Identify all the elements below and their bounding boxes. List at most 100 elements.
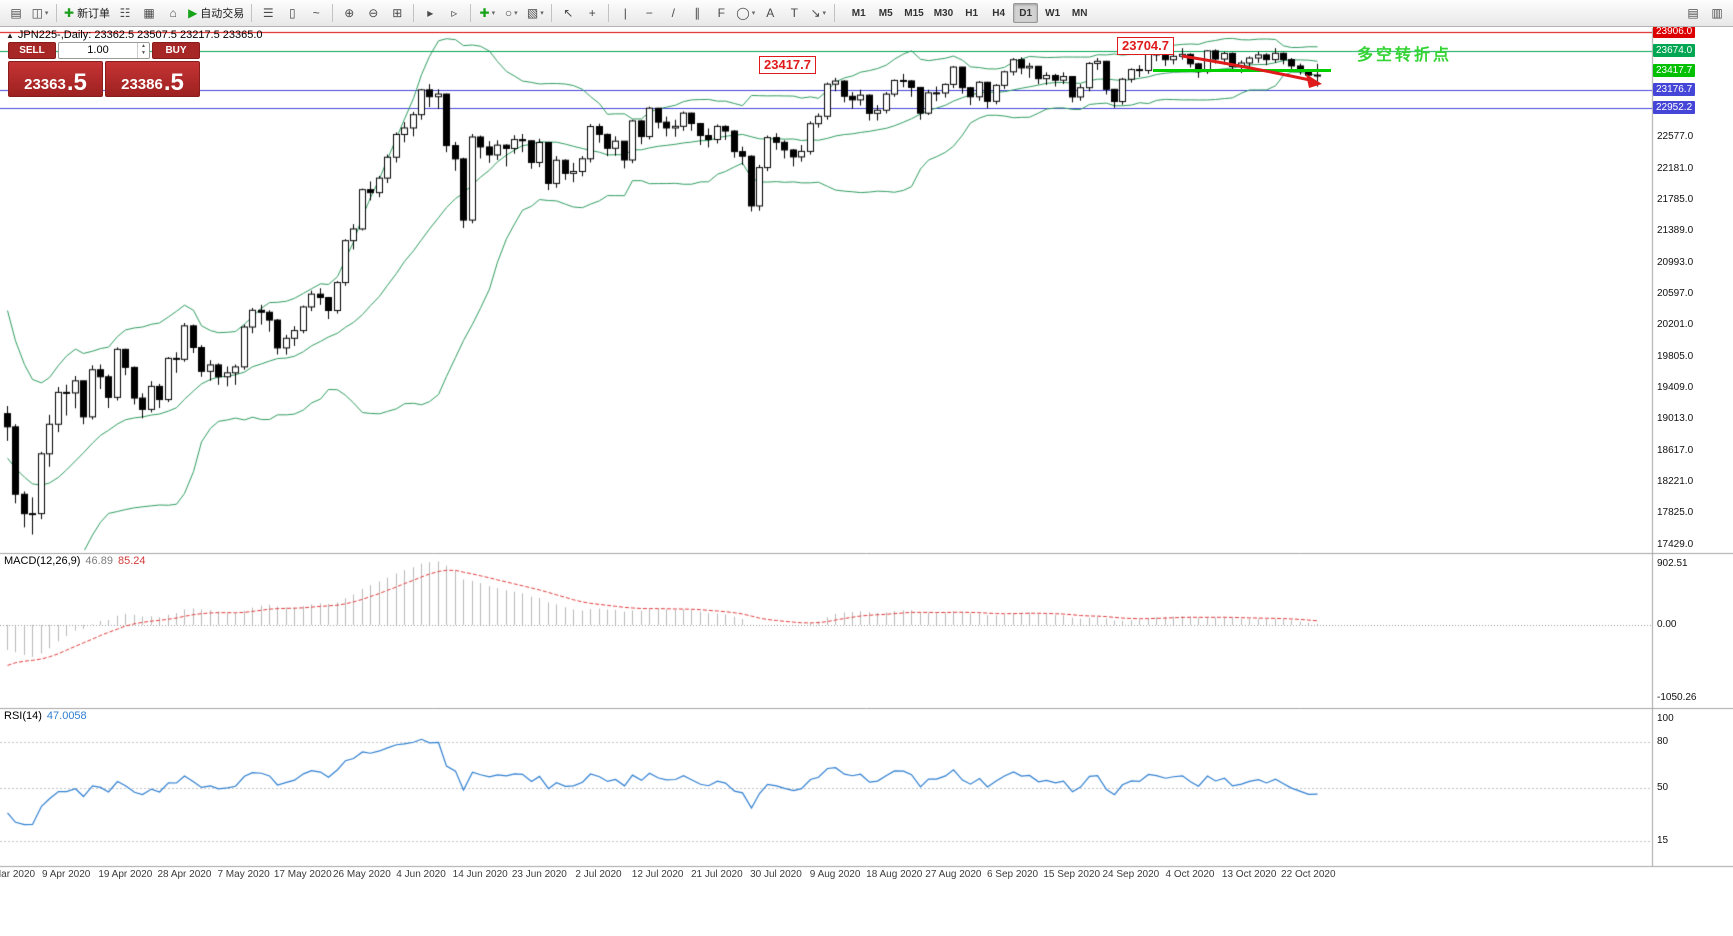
toolbar: ▤ ◫ ▾ ✚ 新订单 ☷ ▦ ⌂ ▶ 自动交易 ☰ ▯ ~ ⊕ ⊖ ⊞ ▸ ▹ ✚ ▾ ○ ▾ ▧ ▾ ↖ + | − / ∥ F ◯ ▾ A T…: [0, 0, 1733, 27]
trendline-button[interactable]: /: [662, 2, 684, 24]
autotrading-button[interactable]: ▶ 自动交易: [186, 2, 246, 24]
timeframe-d1-button[interactable]: D1: [1013, 3, 1039, 23]
toolbar-separator: [413, 4, 415, 22]
lot-stepper[interactable]: 1.00 ▲ ▼: [58, 42, 150, 59]
sell-price-button[interactable]: 23363.5: [8, 61, 103, 97]
periods-dropdown-icon[interactable]: ▾: [514, 10, 518, 17]
macd-legend: MACD(12,26,9) 46.89 85.24: [4, 555, 145, 567]
zoom-in-button[interactable]: ⊕: [338, 2, 360, 24]
print-preview-icon: ▥: [1711, 6, 1723, 20]
chart-shift-button[interactable]: ▹: [443, 2, 465, 24]
macd-value-signal: 85.24: [117, 555, 146, 567]
timeframe-h4-button[interactable]: H4: [986, 3, 1011, 23]
tile-windows-button[interactable]: ⊞: [386, 2, 408, 24]
equidistant-channel-icon: ∥: [694, 6, 701, 20]
timeframe-mn-button[interactable]: MN: [1067, 3, 1092, 23]
navigator-icon: ⌂: [169, 6, 177, 20]
bar-chart-mode-button[interactable]: ☰: [257, 2, 279, 24]
rsi-legend: RSI(14) 47.0058: [4, 710, 87, 722]
candlestick-mode-button[interactable]: ▯: [281, 2, 303, 24]
chart-profiles-dropdown-icon[interactable]: ▾: [44, 10, 49, 17]
lot-increase-icon[interactable]: ▲: [141, 43, 146, 49]
arrow-objects-dropdown-icon[interactable]: ▾: [822, 10, 827, 17]
indicators-dropdown-icon[interactable]: ▾: [491, 10, 496, 17]
timeframe-m15-button[interactable]: M15: [900, 3, 927, 23]
one-click-collapse-icon[interactable]: ▲: [6, 30, 14, 40]
autotrading-icon: ▶: [188, 6, 198, 20]
equidistant-channel-button[interactable]: ∥: [686, 2, 708, 24]
line-chart-mode-icon: ~: [312, 6, 320, 20]
arrow-objects-button[interactable]: ↘ ▾: [807, 2, 829, 24]
text-annotation-icon: T: [790, 6, 798, 20]
toolbar-separator: [332, 4, 334, 22]
zoom-out-button[interactable]: ⊖: [362, 2, 384, 24]
toolbar-separator: [470, 4, 472, 22]
arrow-objects-icon: ↘: [810, 6, 821, 20]
new-chart-button[interactable]: ▤: [5, 2, 27, 24]
sell-button[interactable]: SELL: [8, 42, 56, 59]
sell-price: 23363: [24, 75, 66, 93]
auto-scroll-button[interactable]: ▸: [419, 2, 441, 24]
timeframe-w1-button[interactable]: W1: [1040, 3, 1065, 23]
timeframe-m1-button[interactable]: M1: [846, 3, 871, 23]
timeframe-m30-button[interactable]: M30: [930, 3, 957, 23]
toolbar-separator: [56, 4, 57, 22]
vertical-line-icon: |: [623, 6, 627, 20]
navigator-button[interactable]: ⌂: [162, 2, 184, 24]
sell-price-frac: .5: [66, 68, 87, 96]
indicators-icon: ✚: [479, 6, 490, 20]
fibonacci-retracement-button[interactable]: F: [710, 2, 732, 24]
alerts-button[interactable]: ☷: [114, 2, 136, 24]
chart-profiles-button[interactable]: ◫ ▾: [29, 2, 51, 24]
rsi-value: 47.0058: [46, 710, 87, 722]
timeframe-group: M1 M5 M15 M30 H1 H4 D1 W1 MN: [845, 3, 1093, 23]
candlestick-mode-icon: ▯: [288, 6, 296, 20]
print-preview-button[interactable]: ▥: [1706, 2, 1728, 24]
cursor-button[interactable]: ↖: [557, 2, 579, 24]
fibonacci-retracement-icon: F: [717, 6, 725, 20]
lot-value[interactable]: 1.00: [87, 44, 109, 56]
zoom-in-icon: ⊕: [344, 6, 355, 20]
text-label-icon: A: [766, 6, 775, 20]
toolbar-separator: [834, 4, 836, 22]
templates-icon: ▧: [526, 6, 539, 20]
horizontal-line-icon: −: [645, 6, 653, 20]
vertical-line-button[interactable]: |: [614, 2, 636, 24]
toolbar-separator: [251, 4, 253, 22]
horizontal-line-button[interactable]: −: [638, 2, 660, 24]
shapes-button[interactable]: ◯ ▾: [734, 2, 757, 24]
macd-label: MACD(12,26,9): [4, 555, 81, 567]
bearish-trend-arrow[interactable]: [1170, 46, 1335, 98]
toolbar-right-icons: ▤ ▥: [1681, 2, 1729, 24]
timeframe-h1-button[interactable]: H1: [959, 3, 984, 23]
indicators-button[interactable]: ✚ ▾: [476, 2, 498, 24]
text-label-button[interactable]: A: [759, 2, 781, 24]
periods-button[interactable]: ○ ▾: [500, 2, 522, 24]
support-line-segment[interactable]: [1153, 69, 1331, 73]
line-chart-mode-button[interactable]: ~: [305, 2, 327, 24]
buy-price-button[interactable]: 23386.5: [105, 61, 200, 97]
turning-point-text[interactable]: 多空转折点: [1357, 47, 1453, 64]
buy-price: 23386: [121, 75, 163, 93]
text-annotation-button[interactable]: T: [783, 2, 805, 24]
crosshair-icon: +: [588, 6, 596, 20]
lot-spinner: ▲ ▼: [137, 43, 149, 58]
price-level-annotation-23704[interactable]: 23704.7: [1117, 37, 1174, 55]
templates-dropdown-icon[interactable]: ▾: [540, 10, 544, 17]
crosshair-button[interactable]: +: [581, 2, 603, 24]
price-level-annotation-23417[interactable]: 23417.7: [759, 56, 816, 74]
trendline-icon: /: [671, 6, 675, 20]
market-watch-button[interactable]: ▦: [138, 2, 160, 24]
shapes-dropdown-icon[interactable]: ▾: [751, 10, 756, 17]
cursor-icon: ↖: [563, 6, 574, 20]
new-order-button[interactable]: ✚ 新订单: [62, 2, 112, 24]
timeframe-m5-button[interactable]: M5: [873, 3, 898, 23]
buy-button[interactable]: BUY: [152, 42, 200, 59]
zoom-out-icon: ⊖: [368, 6, 379, 20]
print-button[interactable]: ▤: [1682, 2, 1704, 24]
lot-decrease-icon[interactable]: ▼: [141, 50, 146, 56]
templates-button[interactable]: ▧ ▾: [524, 2, 546, 24]
market-watch-icon: ▦: [143, 6, 155, 20]
